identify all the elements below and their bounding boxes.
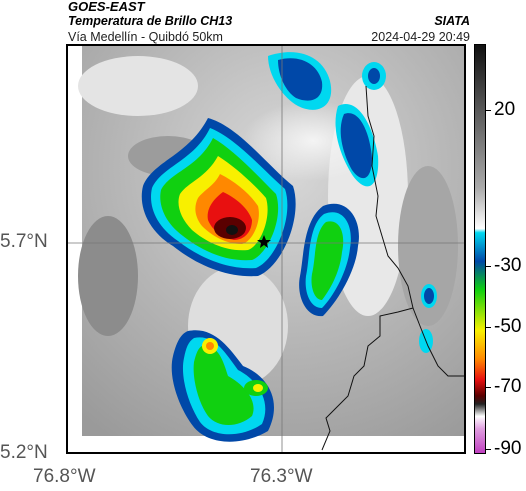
colorbar-label: -30 bbox=[494, 255, 522, 276]
longitude-label-left: 76.8°W bbox=[33, 466, 96, 487]
colorbar-label: -90 bbox=[494, 438, 522, 459]
east-convective-cell bbox=[299, 203, 359, 317]
small-east-cells bbox=[419, 284, 437, 353]
colorbar-label: -70 bbox=[494, 376, 522, 397]
region-subtitle: Vía Medellín - Quibdó 50km bbox=[68, 30, 223, 44]
light-cloud-band-1 bbox=[78, 56, 198, 116]
dark-grey-patch-1 bbox=[78, 216, 138, 336]
latitude-label-upper: 5.7°N bbox=[0, 231, 48, 252]
satellite-map[interactable] bbox=[66, 44, 466, 454]
product-title: Temperatura de Brillo CH13 bbox=[68, 14, 233, 28]
southern-convective-cell bbox=[171, 330, 274, 442]
boundary-line-east bbox=[412, 307, 464, 377]
colorbar-gradient bbox=[475, 45, 485, 453]
temperature-colorbar bbox=[474, 44, 486, 454]
colorbar-tick bbox=[486, 449, 491, 450]
northeast-cloud bbox=[268, 52, 386, 187]
satellite-title: GOES-EAST bbox=[68, 0, 145, 14]
agency-label: SIATA bbox=[434, 14, 470, 28]
brightness-temperature-image bbox=[68, 46, 464, 452]
colorbar-tick bbox=[486, 110, 491, 111]
dark-grey-patch-2 bbox=[398, 166, 458, 326]
star-icon bbox=[257, 235, 271, 248]
latitude-label-lower: 5.2°N bbox=[0, 442, 48, 463]
white-left-strip bbox=[68, 46, 82, 452]
main-convective-cell bbox=[141, 118, 296, 277]
colorbar-label: 20 bbox=[494, 99, 516, 120]
colorbar-tick bbox=[486, 327, 491, 328]
white-bottom-strip bbox=[68, 436, 464, 452]
longitude-label-right: 76.3°W bbox=[250, 466, 313, 487]
colorbar-tick bbox=[486, 387, 491, 388]
boundary-line bbox=[321, 85, 414, 451]
colorbar-label: -50 bbox=[494, 316, 522, 337]
datetime-label: 2024-04-29 20:49 bbox=[371, 30, 470, 44]
colorbar-tick bbox=[486, 266, 491, 267]
